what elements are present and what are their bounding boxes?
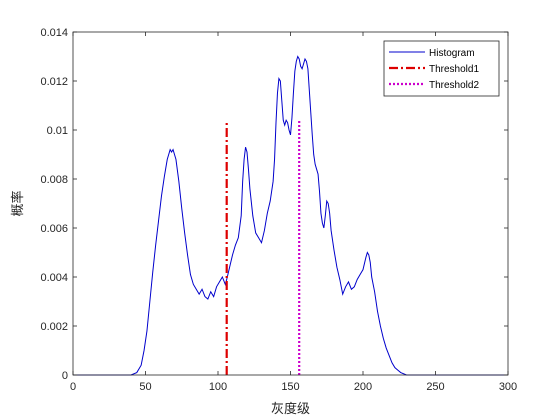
- x-tick-label: 100: [209, 381, 227, 393]
- y-tick-label: 0.01: [47, 125, 68, 137]
- x-tick-label: 50: [139, 381, 151, 393]
- y-tick-label: 0.008: [40, 174, 68, 186]
- y-tick-label: 0.014: [40, 27, 68, 39]
- axes: 0 50 100 150 200 250 300 0 0.002 0.004 0.006 0.008 0…: [40, 27, 517, 393]
- y-tick-label: 0.002: [40, 321, 68, 333]
- legend-box: [383, 40, 500, 97]
- legend-label-threshold2: Threshold2: [429, 80, 479, 91]
- x-axis-title: 灰度级: [271, 401, 310, 417]
- plot-area: [73, 55, 508, 376]
- x-tick-label: 300: [499, 381, 517, 393]
- x-tick-label: 200: [354, 381, 372, 393]
- y-tick-label: 0.006: [40, 223, 68, 235]
- y-axis-title: 概率: [10, 190, 26, 216]
- x-tick-label: 150: [281, 381, 299, 393]
- legend-label-threshold1: Threshold1: [429, 64, 479, 75]
- x-tick-label: 0: [70, 381, 76, 393]
- series-line-histogram: [73, 55, 508, 376]
- x-tick-label: 250: [426, 381, 444, 393]
- y-tick-label: 0.004: [40, 272, 68, 284]
- y-tick-label: 0: [62, 370, 68, 382]
- y-tick-label: 0.012: [40, 76, 68, 88]
- legend: Histogram Threshold1 Threshold2: [383, 40, 500, 97]
- legend-label-histogram: Histogram: [429, 48, 475, 59]
